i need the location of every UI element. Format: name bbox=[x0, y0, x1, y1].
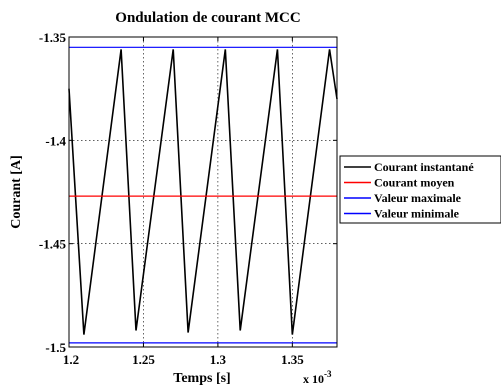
y-axis-label: Courant [A] bbox=[9, 155, 24, 229]
x-tick-label: 1.3 bbox=[210, 352, 227, 367]
x-axis-multiplier: x 10-3 bbox=[303, 369, 332, 386]
x-axis-multiplier-exponent: -3 bbox=[324, 369, 332, 379]
legend-label: Valeur maximale bbox=[374, 191, 462, 205]
y-tick-label: -1.5 bbox=[45, 340, 66, 355]
x-tick-label: 1.35 bbox=[281, 352, 304, 367]
legend-label: Courant moyen bbox=[374, 176, 455, 190]
legend-label: Valeur minimale bbox=[374, 207, 460, 221]
x-tick-label: 1.2 bbox=[63, 352, 79, 367]
x-axis-multiplier-base: x 10 bbox=[303, 372, 324, 386]
y-tick-label: -1.35 bbox=[39, 30, 67, 45]
y-tick-label: -1.45 bbox=[39, 237, 67, 252]
legend-label: Courant instantané bbox=[374, 160, 474, 174]
y-tick-label: -1.4 bbox=[45, 133, 66, 148]
series-line-0 bbox=[68, 49, 338, 335]
series-lines bbox=[68, 46, 338, 344]
chart-title: Ondulation de courant MCC bbox=[115, 10, 300, 26]
x-axis-label: Temps [s] bbox=[173, 371, 230, 386]
y-axis-ticks: -1.5 -1.45 -1.4 -1.35 bbox=[39, 30, 337, 355]
grid-lines bbox=[69, 37, 337, 347]
plot-frame bbox=[68, 36, 338, 348]
x-axis-ticks: 1.2 1.25 1.3 1.35 bbox=[63, 37, 304, 367]
x-tick-label: 1.25 bbox=[132, 352, 155, 367]
